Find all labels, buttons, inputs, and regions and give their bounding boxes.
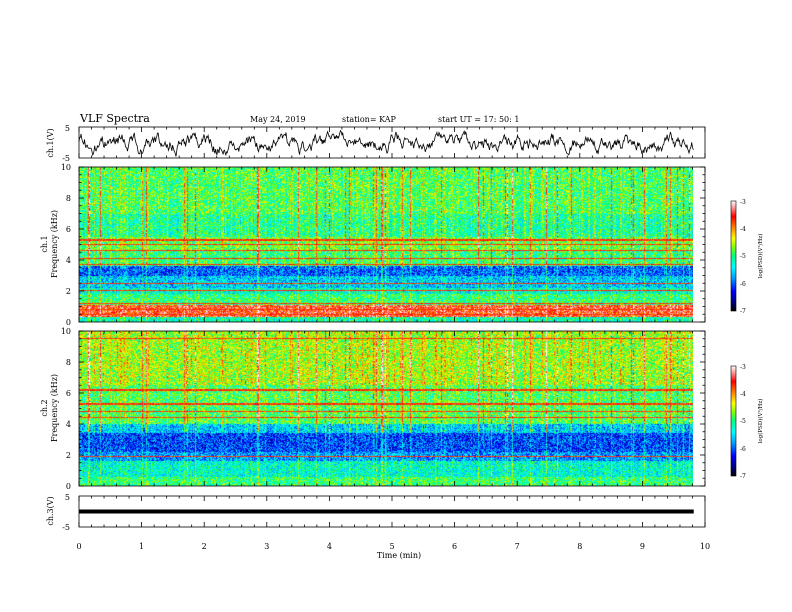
ch2-colorbar [730, 365, 737, 477]
xtick-label: 2 [202, 542, 207, 551]
ch3-voltage-ylabel: ch.3(V) [46, 496, 55, 525]
xtick-label: 6 [452, 542, 457, 551]
ch2-ytick-label: 10 [61, 327, 71, 336]
xtick-label: 10 [700, 542, 710, 551]
ch2-ytick-label: 8 [66, 358, 71, 367]
ch2-ylabel-frequency: Frequency (kHz) [50, 374, 59, 442]
ch2-ytick-label: 0 [66, 482, 71, 491]
ch1-ytick-label: 6 [66, 225, 71, 234]
ch1-voltage-trace [78, 129, 694, 157]
ch2-ylabel-channel: ch.2 [40, 399, 49, 416]
ch2-ytick-label: 4 [66, 420, 71, 429]
ch1-colorbar-label: log(PSD)(V²/Hz) [757, 234, 764, 279]
station-label: station= KAP [342, 115, 397, 124]
ch2-colorbar-tick: -3 [740, 364, 746, 371]
ch1-ytick-label: 4 [66, 256, 71, 265]
xtick-label: 0 [76, 542, 81, 551]
ch1-spectrogram-frame [78, 166, 706, 323]
start-time-label: start UT = 17: 50: 1 [438, 115, 519, 124]
ch1-ytick-label: 2 [66, 287, 71, 296]
ch2-ytick-label: 2 [66, 451, 71, 460]
date-label: May 24, 2019 [250, 115, 306, 124]
ch2-colorbar-tick: -7 [740, 473, 746, 480]
ch1-ytick-label: 10 [61, 163, 71, 172]
ch2-spectrogram-frame [78, 330, 706, 487]
ch1-voltage-ytick-top: 5 [65, 124, 70, 133]
ch1-ytick-label: 0 [66, 318, 71, 327]
ch1-colorbar-tick: -7 [740, 308, 746, 315]
xtick-label: 4 [327, 542, 332, 551]
ch1-colorbar-tick: -5 [740, 253, 746, 260]
ch3-voltage-ytick-top: 5 [65, 493, 70, 502]
xtick-label: 8 [577, 542, 582, 551]
ch1-colorbar [730, 200, 737, 312]
ch3-voltage-ytick-bottom: -5 [62, 523, 70, 532]
xtick-label: 3 [264, 542, 269, 551]
ch2-colorbar-tick: -5 [740, 418, 746, 425]
ch1-frequency-tick-labels: 0 2 4 6 8 10 [61, 163, 71, 327]
ch2-colorbar-tick-labels: -3 -4 -5 -6 -7 [740, 364, 746, 480]
ch1-voltage-ytick-bottom: -5 [62, 154, 70, 163]
time-axis-tick-labels: 0 1 2 3 4 5 6 7 8 9 10 [76, 542, 710, 551]
ch1-voltage-ylabel: ch.1(V) [46, 128, 55, 157]
ch1-colorbar-tick: -6 [740, 281, 746, 288]
ch2-ytick-label: 6 [66, 389, 71, 398]
ch2-colorbar-tick: -4 [740, 391, 746, 398]
figure-title: VLF Spectra [79, 112, 150, 125]
ch2-spectrogram-canvas [79, 331, 693, 486]
ch1-ytick-label: 8 [66, 194, 71, 203]
ch2-frequency-tick-labels: 0 2 4 6 8 10 [61, 327, 71, 491]
xtick-label: 5 [389, 542, 394, 551]
ch1-ylabel-frequency: Frequency (kHz) [50, 210, 59, 278]
xtick-label: 1 [139, 542, 144, 551]
ch1-colorbar-tick: -4 [740, 226, 746, 233]
ch2-colorbar-tick: -6 [740, 446, 746, 453]
time-axis-label: Time (min) [377, 551, 421, 560]
ch1-spectrogram-canvas [79, 167, 693, 322]
ch1-colorbar-tick-labels: -3 -4 -5 -6 -7 [740, 199, 746, 315]
ch1-ylabel-channel: ch.1 [40, 235, 49, 252]
xtick-label: 7 [515, 542, 520, 551]
ch1-colorbar-tick: -3 [740, 199, 746, 206]
ch2-colorbar-label: log(PSD)(V²/Hz) [757, 399, 764, 444]
xtick-label: 9 [640, 542, 645, 551]
axis-ticks [78, 127, 706, 527]
